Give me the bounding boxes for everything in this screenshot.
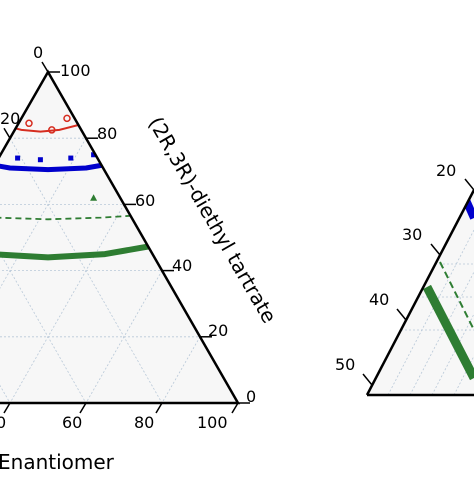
left-tick — [3, 127, 11, 139]
zoom-panel: 20 30 40 50 — [335, 161, 474, 397]
zoom-grid-line — [387, 229, 474, 395]
bottom-tick-label: 80 — [134, 413, 154, 432]
right-tick-label: 20 — [208, 321, 228, 340]
zoom-tick-label: 40 — [369, 290, 389, 309]
bottom-tick-label: 100 — [197, 413, 228, 432]
zoom-tick-label: 30 — [402, 225, 422, 244]
data-point — [15, 155, 21, 161]
data-point — [25, 119, 33, 128]
left-tick — [41, 61, 49, 73]
grid-lines — [0, 137, 201, 404]
left-tick-label: 0 — [33, 43, 43, 62]
right-tick-label: 80 — [97, 124, 117, 143]
data-point — [37, 157, 43, 163]
ternary-panel: 100 80 60 40 20 0 0 20 0 60 80 100 (2R,3… — [0, 43, 281, 474]
data-point — [97, 107, 105, 116]
zoom-grid-line — [431, 313, 474, 395]
zoom-tick — [464, 178, 474, 191]
right-tick-label: 0 — [246, 387, 256, 406]
grid-line — [161, 336, 201, 404]
right-tick-label: 100 — [60, 61, 91, 80]
zoom-tick — [430, 243, 441, 256]
grid-line — [0, 138, 87, 289]
triangle-border — [0, 69, 241, 405]
zoom-tick-label: 20 — [436, 161, 456, 180]
zoom-tick-label: 50 — [335, 355, 355, 374]
zoom-series-dashed-line — [439, 261, 474, 331]
zoom-tick — [396, 308, 407, 321]
data-point — [63, 114, 71, 123]
plot-background — [0, 72, 238, 403]
zoom-tick-marks — [362, 178, 474, 386]
data-point — [91, 152, 97, 158]
data-point — [82, 121, 90, 129]
series-dashed-line — [0, 203, 201, 221]
data-point — [90, 194, 98, 201]
zoom-left-edge — [365, 189, 474, 396]
data-point — [181, 200, 189, 208]
left-tick-label: 20 — [0, 109, 20, 128]
bottom-tick-label: 60 — [62, 413, 82, 432]
right-tick-label: 60 — [135, 191, 155, 210]
bottom-tick — [231, 402, 239, 414]
zoom-tick — [362, 373, 373, 386]
data-point — [48, 126, 56, 134]
bottom-tick — [155, 402, 163, 414]
zoom-series-band — [423, 284, 474, 381]
data-point — [121, 148, 127, 154]
right-tick-label: 40 — [172, 256, 192, 275]
zoom-grid-line — [409, 271, 474, 395]
data-point — [68, 155, 74, 161]
bottom-tick — [79, 402, 87, 414]
grid-line — [9, 138, 163, 404]
bottom-axis-title: Enantiomer — [0, 450, 115, 474]
bottom-tick-label: 0 — [0, 413, 6, 432]
tick-marks — [3, 61, 250, 414]
bottom-tick — [3, 402, 11, 414]
